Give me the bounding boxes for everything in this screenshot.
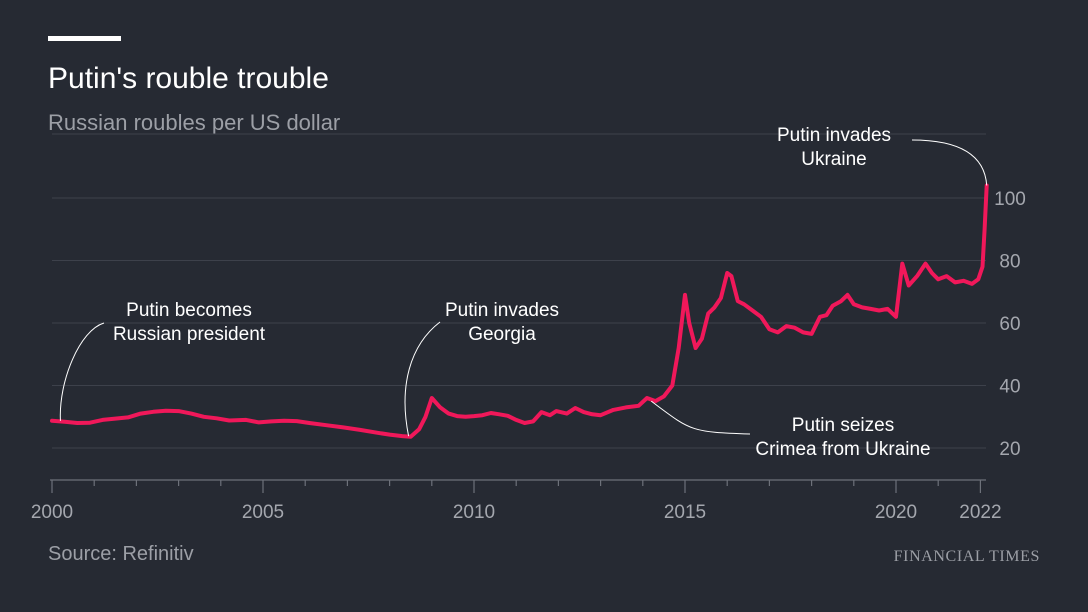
series-layer: [50, 183, 989, 439]
annotation-text-2-0: Putin seizes: [792, 415, 894, 436]
source-note: Source: Refinitiv: [48, 543, 194, 565]
x-tick-label-2015: 2015: [664, 502, 706, 523]
annotation-leader-0: [59, 322, 105, 421]
y-axis-labels: 20 40 60 80 100: [994, 189, 1026, 460]
annotation-text-1-0: Putin invades: [445, 300, 559, 321]
x-axis: 2000 2005 2010 2015 2020 2022: [31, 479, 1002, 523]
x-tick-label-2005: 2005: [242, 502, 284, 523]
annotation-leader-2: [650, 400, 751, 435]
annotation-text-2-1: Crimea from Ukraine: [755, 439, 930, 460]
y-tick-label-40: 40: [999, 377, 1020, 398]
gridlines: [52, 133, 986, 449]
annotation-text-1-1: Georgia: [468, 324, 536, 345]
annotation-text-3-0: Putin invades: [777, 125, 891, 146]
y-tick-label-100: 100: [994, 189, 1026, 210]
series-line-0: [50, 183, 989, 439]
publisher-logo: FINANCIAL TIMES: [893, 548, 1040, 565]
annotation-text-0-0: Putin becomes: [126, 300, 252, 321]
annotation-text-0-1: Russian president: [113, 324, 266, 345]
y-tick-label-20: 20: [999, 439, 1020, 460]
x-tick-label-2010: 2010: [453, 502, 495, 523]
annotation-text-3-1: Ukraine: [801, 149, 866, 170]
annotation-leader-1: [404, 321, 441, 437]
y-tick-label-60: 60: [999, 314, 1020, 335]
y-tick-label-80: 80: [999, 252, 1020, 273]
x-tick-label-2022: 2022: [959, 502, 1001, 523]
chart-subtitle: Russian roubles per US dollar: [48, 110, 341, 135]
annotations: Putin becomes Russian president Putin inva…: [59, 125, 988, 460]
x-tick-label-2020: 2020: [875, 502, 917, 523]
x-tick-label-2000: 2000: [31, 502, 73, 523]
chart-title: Putin's rouble trouble: [48, 62, 329, 95]
annotation-leader-3: [911, 139, 988, 186]
title-accent-bar: [48, 36, 121, 41]
